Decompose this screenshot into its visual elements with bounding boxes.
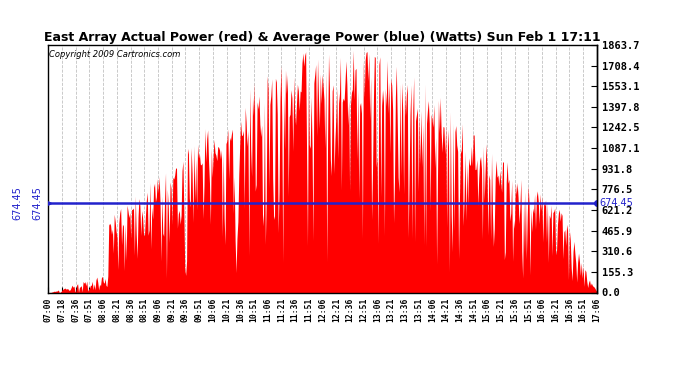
Text: Copyright 2009 Cartronics.com: Copyright 2009 Cartronics.com [50, 50, 181, 59]
Text: 674.45: 674.45 [600, 198, 633, 208]
Title: East Array Actual Power (red) & Average Power (blue) (Watts) Sun Feb 1 17:11: East Array Actual Power (red) & Average … [44, 31, 601, 44]
Text: 674.45: 674.45 [12, 186, 22, 220]
Text: 674.45: 674.45 [33, 186, 43, 220]
